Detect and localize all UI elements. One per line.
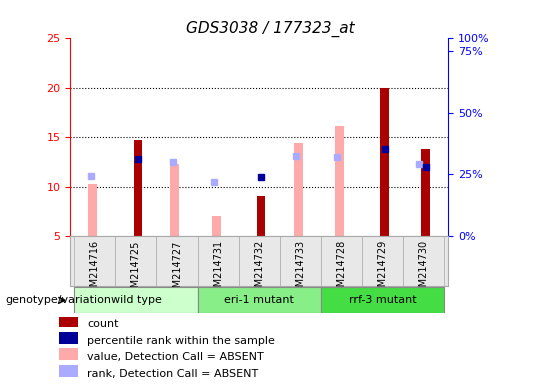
Bar bbox=[257, 195, 265, 236]
Text: rank, Detection Call = ABSENT: rank, Detection Call = ABSENT bbox=[87, 369, 259, 379]
Text: GSM214730: GSM214730 bbox=[418, 240, 429, 299]
Bar bbox=[88, 184, 97, 236]
Text: count: count bbox=[87, 319, 119, 329]
Bar bbox=[59, 348, 78, 361]
Bar bbox=[280, 236, 321, 286]
Bar bbox=[380, 88, 389, 236]
Bar bbox=[59, 315, 78, 327]
Text: GSM214725: GSM214725 bbox=[131, 240, 141, 300]
Text: GSM214728: GSM214728 bbox=[336, 240, 346, 300]
Bar bbox=[75, 287, 198, 313]
Text: genotype/variation: genotype/variation bbox=[5, 295, 111, 305]
Bar bbox=[362, 236, 403, 286]
Bar bbox=[157, 236, 198, 286]
Text: GSM214731: GSM214731 bbox=[213, 240, 223, 299]
Bar bbox=[59, 332, 78, 344]
Bar bbox=[321, 236, 362, 286]
Text: rrf-3 mutant: rrf-3 mutant bbox=[349, 295, 416, 305]
Bar bbox=[212, 216, 220, 236]
Bar bbox=[294, 143, 303, 236]
Bar bbox=[75, 236, 116, 286]
Bar bbox=[116, 236, 157, 286]
Bar bbox=[422, 149, 430, 236]
Text: GSM214727: GSM214727 bbox=[172, 240, 182, 300]
Bar bbox=[198, 236, 239, 286]
Bar bbox=[198, 287, 321, 313]
Bar bbox=[335, 126, 344, 236]
Text: percentile rank within the sample: percentile rank within the sample bbox=[87, 336, 275, 346]
Bar bbox=[321, 287, 444, 313]
Text: eri-1 mutant: eri-1 mutant bbox=[224, 295, 294, 305]
Bar bbox=[59, 365, 78, 377]
Bar bbox=[239, 236, 280, 286]
Bar bbox=[171, 164, 179, 236]
Text: GSM214733: GSM214733 bbox=[295, 240, 305, 299]
Text: wild type: wild type bbox=[111, 295, 161, 305]
Text: GSM214729: GSM214729 bbox=[377, 240, 388, 300]
Bar bbox=[134, 140, 142, 236]
Text: GDS3038 / 177323_at: GDS3038 / 177323_at bbox=[186, 21, 354, 37]
Bar bbox=[403, 236, 444, 286]
Text: GSM214716: GSM214716 bbox=[90, 240, 100, 299]
Text: GSM214732: GSM214732 bbox=[254, 240, 264, 300]
Text: value, Detection Call = ABSENT: value, Detection Call = ABSENT bbox=[87, 353, 264, 362]
